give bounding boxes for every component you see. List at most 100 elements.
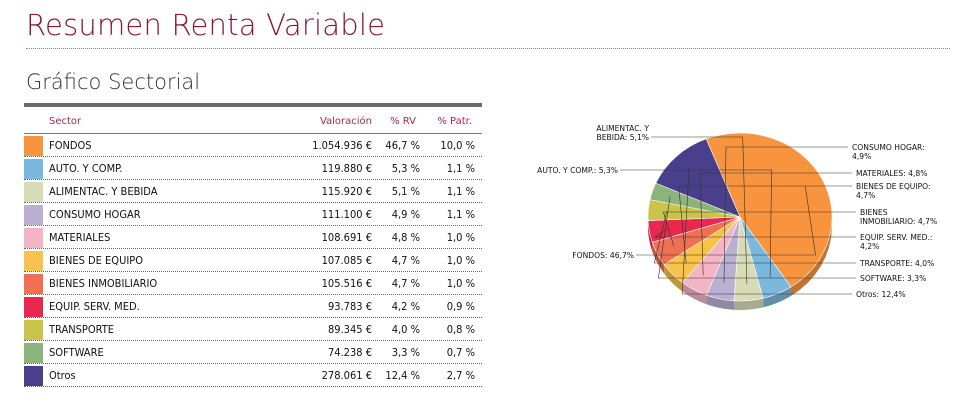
patr-cell: 2,7 %: [446, 369, 475, 382]
rv-cell: 4,2 %: [391, 300, 420, 313]
table-row: EQUIP. SERV. MED. 93.783 € 4,2 % 0,9 %: [24, 295, 482, 318]
sector-color-swatch: [24, 136, 43, 156]
sector-color-swatch: [24, 251, 43, 271]
pie-leader-line: [723, 146, 848, 283]
sector-name: ALIMENTAC. Y BEBIDA: [49, 185, 158, 198]
sector-table: Sector Valoración % RV % Patr. FONDOS 1.0…: [24, 103, 482, 387]
pie-slice-label: 4,2%: [860, 242, 879, 251]
pie-slice-label: SOFTWARE: 3,3%: [860, 274, 926, 283]
table-row: ALIMENTAC. Y BEBIDA 115.920 € 5,1 % 1,1 %: [24, 180, 482, 203]
valoracion-cell: 107.085 €: [321, 254, 372, 267]
pie-leader-line: [699, 172, 852, 276]
patr-cell: 0,8 %: [446, 323, 475, 336]
sector-color-swatch: [24, 159, 43, 179]
valoracion-cell: 278.061 €: [321, 369, 372, 382]
pie-slice-label: TRANSPORTE: 4,0%: [859, 259, 934, 268]
pie-slice-label: BIENES DE EQUIPO:: [856, 182, 931, 191]
table-row: CONSUMO HOGAR 111.100 € 4,9 % 1,1 %: [24, 203, 482, 226]
pie-slice-label: BEBIDA: 5,1%: [597, 133, 650, 142]
pie-slice-label: CONSUMO HOGAR:: [852, 143, 925, 152]
pie-slice-label: AUTO. Y COMP.: 5,3%: [537, 166, 618, 175]
rv-cell: 5,3 %: [391, 162, 420, 175]
title-divider: [26, 48, 950, 49]
patr-cell: 10,0 %: [440, 139, 475, 152]
rv-cell: 4,9 %: [391, 208, 420, 221]
pie-leader-line: [654, 228, 856, 238]
patr-cell: 0,9 %: [446, 300, 475, 313]
rv-cell: 3,3 %: [391, 346, 420, 359]
header-sector: Sector: [49, 116, 82, 127]
pie-slice-side: [682, 282, 707, 305]
pie-slice-side: [706, 295, 734, 310]
pie-leader-line: [658, 196, 856, 279]
pie-slice: [705, 132, 833, 288]
valoracion-cell: 93.783 €: [327, 300, 372, 313]
patr-cell: 1,0 %: [446, 231, 475, 244]
valoracion-cell: 111.100 €: [321, 208, 372, 221]
patr-cell: 1,0 %: [446, 254, 475, 267]
sector-name: EQUIP. SERV. MED.: [49, 300, 140, 313]
patr-cell: 0,7 %: [446, 346, 475, 359]
sector-color-swatch: [24, 228, 43, 248]
pie-slice-label: INMOBILIARIO: 4,7%: [860, 217, 937, 226]
table-row: AUTO. Y COMP. 119.880 € 5,3 % 1,1 %: [24, 157, 482, 180]
pie-leader-line: [636, 185, 816, 256]
valoracion-cell: 108.691 €: [321, 231, 372, 244]
sector-name: BIENES DE EQUIPO: [49, 254, 144, 267]
sector-color-swatch: [24, 366, 43, 386]
pie-slice-label: 4,9%: [852, 152, 871, 161]
table-header: Sector Valoración % RV % Patr.: [24, 107, 482, 134]
page-title: Resumen Renta Variable: [26, 8, 386, 42]
sector-pie-chart: FONDOS: 46,7% AUTO. Y COMP.: 5,3% ALIMENTA…: [537, 124, 937, 310]
sector-color-swatch: [24, 297, 43, 317]
patr-cell: 1,1 %: [446, 162, 475, 175]
rv-cell: 12,4 %: [385, 369, 420, 382]
sector-color-swatch: [24, 274, 43, 294]
pie-leader-line: [662, 211, 856, 247]
table-row: MATERIALES 108.691 € 4,8 % 1,0 %: [24, 226, 482, 249]
rv-cell: 4,8 %: [391, 231, 420, 244]
table-row: FONDOS 1.054.936 € 46,7 % 10,0 %: [24, 134, 482, 157]
table-row: TRANSPORTE 89.345 € 4,0 % 0,8 %: [24, 318, 482, 341]
rv-cell: 46,7 %: [385, 139, 420, 152]
table-body: FONDOS 1.054.936 € 46,7 % 10,0 % AUTO. Y COM…: [24, 134, 482, 387]
patr-cell: 1,1 %: [446, 185, 475, 198]
table-row: BIENES DE EQUIPO 107.085 € 4,7 % 1,0 %: [24, 249, 482, 272]
sector-color-swatch: [24, 182, 43, 202]
valoracion-cell: 1.054.936 €: [312, 139, 372, 152]
valoracion-cell: 115.920 €: [321, 185, 372, 198]
header-rv: % RV: [390, 116, 416, 127]
pie-slice-label: MATERIALES: 4,8%: [856, 169, 927, 178]
sector-name: FONDOS: [49, 139, 92, 152]
pie-slice-label: Otros: 12,4%: [856, 290, 906, 299]
rv-cell: 4,7 %: [391, 254, 420, 267]
sector-name: Otros: [49, 369, 76, 382]
patr-cell: 1,0 %: [446, 277, 475, 290]
sector-name: AUTO. Y COMP.: [49, 162, 123, 175]
pie-slice-label: BIENES: [860, 208, 888, 217]
valoracion-cell: 89.345 €: [327, 323, 372, 336]
table-row: SOFTWARE 74.238 € 3,3 % 0,7 %: [24, 341, 482, 364]
sector-color-swatch: [24, 205, 43, 225]
sector-color-swatch: [24, 320, 43, 340]
sector-name: CONSUMO HOGAR: [49, 208, 141, 221]
patr-cell: 1,1 %: [446, 208, 475, 221]
pie-slice-side: [763, 286, 791, 308]
header-patr: % Patr.: [437, 116, 472, 127]
pie-slice-label: 4,7%: [856, 191, 875, 200]
pie-leader-line: [681, 168, 852, 295]
sector-name: TRANSPORTE: [49, 323, 115, 336]
sector-color-swatch: [24, 343, 43, 363]
table-row: Otros 278.061 € 12,4 % 2,7 %: [24, 364, 482, 387]
section-subtitle: Gráfico Sectorial: [26, 70, 201, 94]
pie-leader-line: [651, 136, 748, 284]
sector-name: BIENES INMOBILIARIO: [49, 277, 158, 290]
sector-name: SOFTWARE: [49, 346, 104, 359]
pie-leader-line: [620, 169, 772, 279]
table-row: BIENES INMOBILIARIO 105.516 € 4,7 % 1,0 %: [24, 272, 482, 295]
valoracion-cell: 119.880 €: [321, 162, 372, 175]
rv-cell: 4,7 %: [391, 277, 420, 290]
pie-slice: [655, 138, 741, 218]
header-valoracion: Valoración: [319, 116, 372, 127]
rv-cell: 5,1 %: [391, 185, 420, 198]
